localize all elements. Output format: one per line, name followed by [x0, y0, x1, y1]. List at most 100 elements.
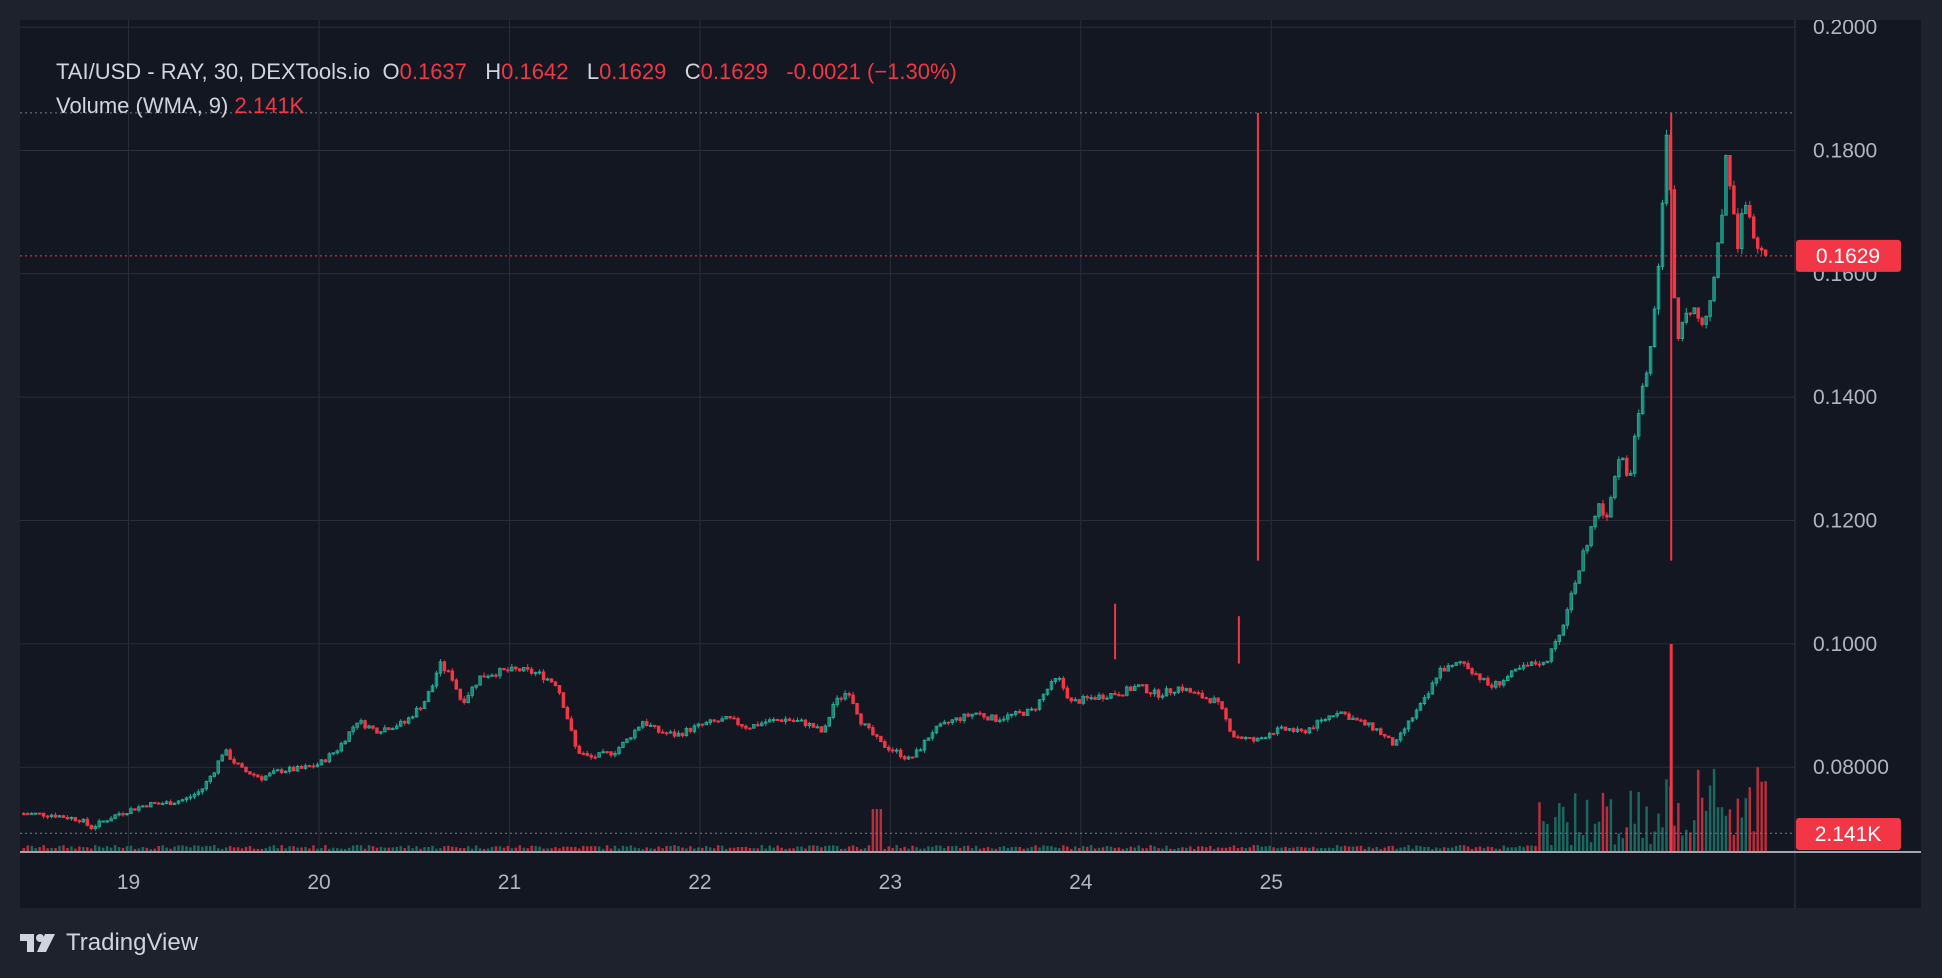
volume-bar	[324, 845, 327, 851]
volume-bar	[391, 847, 395, 851]
candle-down	[1379, 728, 1383, 736]
volume-bar	[1177, 847, 1180, 851]
candle-down	[236, 762, 240, 765]
candle-up	[1073, 699, 1077, 702]
volume-bar	[177, 845, 180, 851]
volume-bar	[1062, 845, 1065, 851]
candle-up	[1529, 661, 1534, 667]
volume-bar	[387, 847, 391, 851]
volume-bar	[665, 845, 668, 851]
volume-bar	[645, 847, 648, 851]
candle-up	[918, 749, 923, 752]
candle-up	[426, 691, 431, 703]
volume-bar	[847, 846, 851, 851]
volume-bar	[328, 848, 331, 851]
chart-panel[interactable]: 0.08000 0.1000 0.1200 0.1400 0.1600 0.1800 0.2…	[20, 20, 1921, 908]
volume-bar	[1097, 847, 1101, 851]
volume-bar	[137, 848, 141, 851]
candle-up	[934, 725, 939, 734]
x-tick-label-2: 21	[498, 871, 521, 894]
candle-down	[53, 814, 58, 818]
candle-up	[1629, 472, 1633, 476]
candle-up	[379, 731, 383, 734]
volume-bar	[1609, 799, 1613, 851]
candle-down	[462, 698, 466, 704]
price-chart[interactable]: 0.080000.10000.12000.14000.16000.18000.2…	[20, 20, 1921, 908]
candle-up	[696, 723, 701, 727]
candle-up	[1184, 688, 1189, 691]
candle-up	[93, 826, 97, 830]
volume-bar	[1621, 838, 1625, 851]
candle-down	[506, 669, 510, 672]
candle-down	[553, 681, 558, 687]
volume-bar	[1109, 846, 1113, 851]
candle-down	[248, 771, 252, 775]
volume-bar	[320, 848, 323, 851]
candle-up	[835, 697, 839, 705]
volume-bar	[161, 845, 164, 851]
volume-bar	[538, 846, 541, 851]
candle-up	[676, 732, 681, 737]
candle-up	[1720, 214, 1724, 244]
volume-bar	[1165, 845, 1168, 851]
candle-up	[160, 803, 165, 806]
candle-down	[1240, 736, 1244, 739]
candle-down	[307, 765, 312, 768]
candle-up	[422, 701, 427, 710]
volume-spike-bar	[1669, 644, 1673, 851]
candle-up	[641, 721, 645, 728]
volume-bar	[455, 847, 458, 851]
volume-bar	[427, 847, 430, 851]
candle-up	[1057, 677, 1062, 680]
candle-down	[712, 719, 716, 722]
volume-bar	[1256, 845, 1260, 851]
candle-down	[252, 773, 256, 776]
candle-up	[815, 726, 820, 729]
volume-bar	[351, 845, 355, 851]
volume-bar	[1153, 846, 1156, 851]
candle-up	[954, 717, 958, 721]
volume-bar	[34, 848, 37, 851]
candle-down	[1299, 728, 1304, 732]
candle-up	[1609, 497, 1613, 518]
candle-up	[1446, 665, 1450, 672]
volume-bar	[613, 845, 617, 851]
volume-bar	[566, 846, 569, 851]
candle-up	[637, 726, 641, 731]
candle-up	[1319, 719, 1323, 722]
candle-down	[168, 801, 173, 806]
volume-bar	[466, 846, 470, 851]
candle-down	[1291, 728, 1296, 732]
volume-bar	[530, 845, 533, 851]
volume-bar	[1427, 846, 1430, 851]
volume-bar	[776, 845, 779, 851]
volume-bar	[816, 845, 819, 851]
volume-indicator-value: 2.141K	[234, 93, 305, 118]
candle-down	[291, 766, 296, 772]
candle-up	[799, 719, 804, 722]
volume-bar	[712, 848, 716, 851]
volume-bar	[74, 848, 77, 851]
candle-up	[894, 749, 899, 752]
candle-up	[1212, 697, 1216, 704]
candle-up	[1541, 661, 1546, 665]
candle-up	[621, 741, 625, 749]
volume-bar	[1101, 847, 1105, 851]
volume-bar	[863, 848, 867, 851]
volume-bar	[923, 848, 926, 851]
candle-up	[287, 766, 292, 772]
volume-bar	[601, 848, 605, 851]
candle-down	[1156, 689, 1161, 698]
candle-up	[764, 721, 768, 724]
volume-bar	[570, 846, 573, 851]
footer-branding[interactable]: TradingView	[20, 926, 198, 960]
candle-down	[803, 719, 808, 727]
candle-down	[446, 670, 451, 673]
candle-up	[192, 793, 197, 798]
candle-up	[906, 756, 911, 760]
legend-main: TAI/USD - RAY, 30, DEXTools.io O0.1637 H…	[56, 59, 957, 85]
candle-up	[1041, 693, 1046, 701]
volume-bar	[1720, 807, 1724, 851]
volume-bar	[1692, 820, 1696, 851]
